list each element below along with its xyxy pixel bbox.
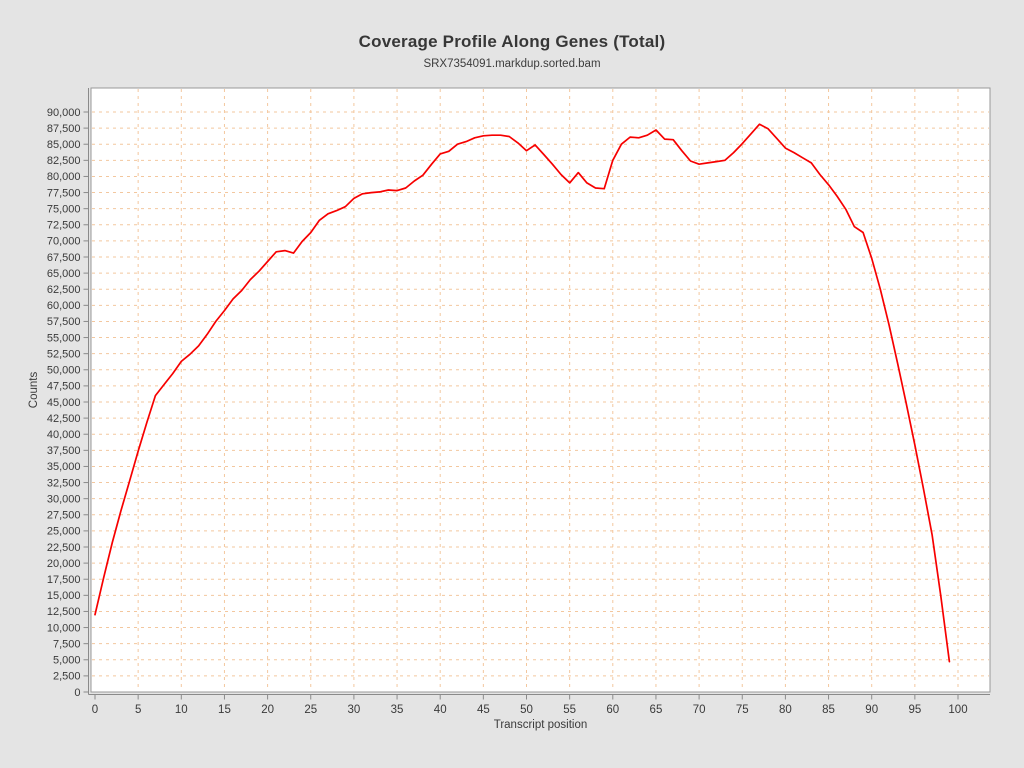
y-tick-label: 40,000 (47, 429, 81, 441)
x-tick-label: 50 (520, 704, 533, 716)
x-tick-label: 45 (477, 704, 490, 716)
y-tick-label: 80,000 (47, 171, 81, 183)
y-tick-label: 75,000 (47, 203, 81, 215)
x-tick-label: 40 (434, 704, 447, 716)
plot-area (90, 87, 991, 693)
y-tick-label: 37,500 (47, 445, 81, 457)
y-tick-label: 42,500 (47, 413, 81, 425)
x-tick-label: 5 (135, 704, 141, 716)
y-tick-label: 60,000 (47, 300, 81, 312)
y-tick-label: 52,500 (47, 348, 81, 360)
y-tick-label: 7,500 (53, 638, 81, 650)
y-tick-label: 27,500 (47, 510, 81, 522)
y-tick-label: 32,500 (47, 477, 81, 489)
x-tick-label: 85 (822, 704, 835, 716)
x-tick-label: 55 (563, 704, 576, 716)
x-tick-label: 70 (693, 704, 706, 716)
x-tick-label: 65 (650, 704, 663, 716)
y-tick-label: 0 (74, 687, 80, 699)
y-tick-label: 65,000 (47, 268, 81, 280)
gridlines (92, 89, 989, 691)
y-tick-label: 50,000 (47, 365, 81, 377)
coverage-line (94, 123, 951, 663)
x-tick-label: 60 (606, 704, 619, 716)
y-tick-label: 25,000 (47, 526, 81, 538)
x-tick-label: 90 (865, 704, 878, 716)
y-tick-label: 17,500 (47, 574, 81, 586)
y-tick-label: 62,500 (47, 284, 81, 296)
y-tick-label: 10,000 (47, 622, 81, 634)
y-tick-label: 85,000 (47, 139, 81, 151)
x-tick-label: 75 (736, 704, 749, 716)
x-tick-label: 80 (779, 704, 792, 716)
x-tick-label: 0 (92, 704, 98, 716)
x-tick-label: 30 (348, 704, 361, 716)
axes (83, 88, 990, 700)
y-tick-label: 12,500 (47, 606, 81, 618)
chart-title: Coverage Profile Along Genes (Total) (358, 32, 666, 51)
x-axis-title: Transcript position (494, 719, 588, 731)
y-tick-label: 57,500 (47, 316, 81, 328)
y-tick-label: 77,500 (47, 187, 81, 199)
y-tick-label: 82,500 (47, 155, 81, 167)
y-tick-label: 30,000 (47, 493, 81, 505)
x-tick-label: 25 (304, 704, 317, 716)
y-tick-label: 87,500 (47, 123, 81, 135)
y-axis-title: Counts (28, 372, 40, 409)
y-tick-label: 2,500 (53, 671, 81, 683)
x-tick-label: 95 (908, 704, 921, 716)
y-tick-label: 90,000 (47, 107, 81, 119)
x-tick-label: 100 (948, 704, 967, 716)
y-tick-label: 67,500 (47, 252, 81, 264)
x-tick-label: 20 (261, 704, 274, 716)
y-tick-label: 5,000 (53, 655, 81, 667)
y-tick-label: 35,000 (47, 461, 81, 473)
x-tick-label: 35 (391, 704, 404, 716)
x-tick-label: 15 (218, 704, 231, 716)
y-tick-label: 45,000 (47, 397, 81, 409)
y-tick-label: 55,000 (47, 332, 81, 344)
y-tick-label: 20,000 (47, 558, 81, 570)
y-tick-label: 15,000 (47, 590, 81, 602)
x-tick-labels: 0 5 10 15 20 25 30 35 40 45 50 55 60 65 70 75 80 85 90 95 10… (92, 704, 968, 716)
y-tick-label: 70,000 (47, 236, 81, 248)
y-tick-labels: 0 2,500 5,000 7,500 10,000 12,500 15,000 17,500… (47, 107, 81, 699)
y-tick-label: 72,500 (47, 220, 81, 232)
y-tick-label: 22,500 (47, 542, 81, 554)
y-tick-label: 47,500 (47, 381, 81, 393)
x-tick-label: 10 (175, 704, 188, 716)
chart-subtitle: SRX7354091.markdup.sorted.bam (423, 58, 601, 70)
